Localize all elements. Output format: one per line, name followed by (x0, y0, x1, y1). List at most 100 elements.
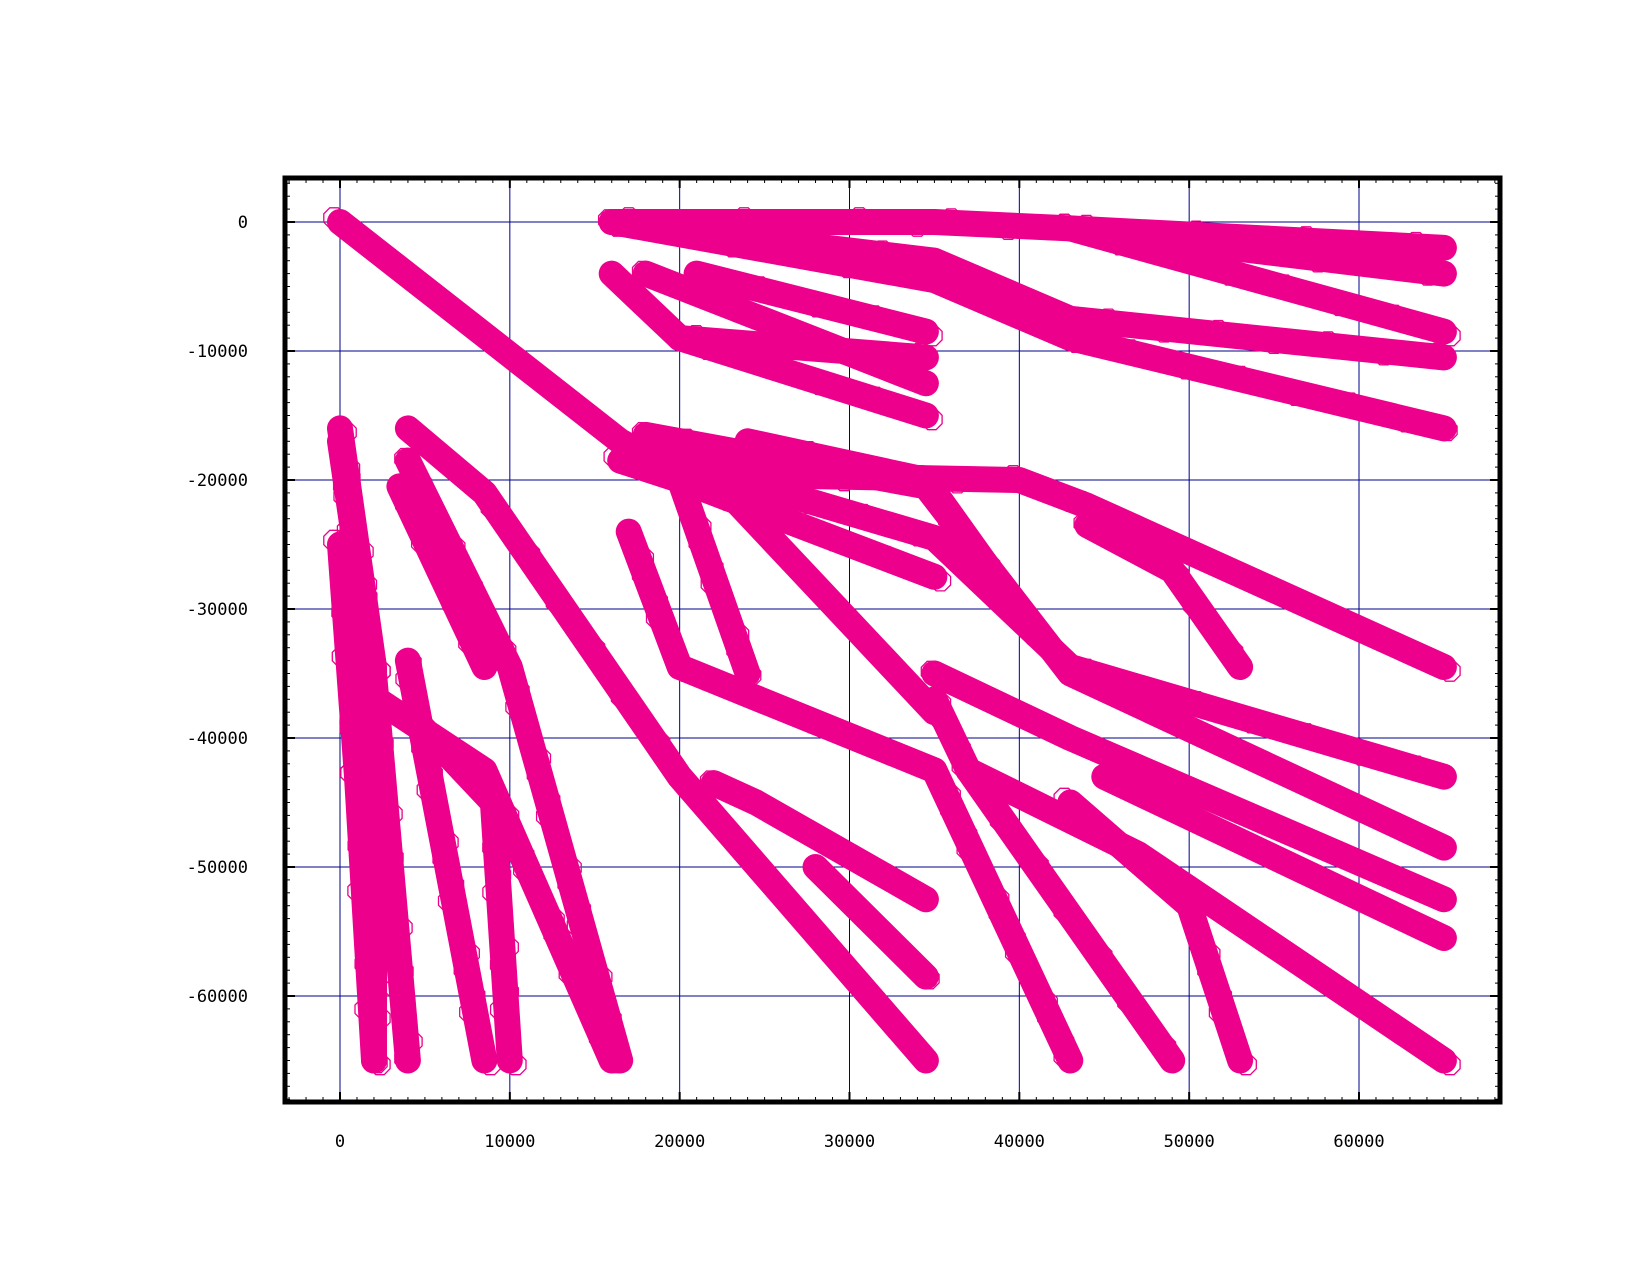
point-marker (538, 789, 561, 812)
point-marker (1133, 784, 1156, 807)
point-marker (369, 1053, 391, 1076)
point-marker (442, 594, 464, 616)
point-marker (770, 882, 792, 905)
point-marker (839, 503, 861, 526)
point-marker (1078, 330, 1101, 353)
branch-line-22 (1074, 512, 1254, 680)
point-marker (1329, 788, 1351, 811)
point-marker (1004, 927, 1026, 949)
point-marker (1389, 257, 1411, 280)
point-marker (1119, 339, 1142, 361)
point-marker (934, 539, 957, 561)
point-marker (1407, 913, 1429, 936)
point-marker (997, 218, 1020, 241)
point-marker (361, 1026, 384, 1048)
point-marker (949, 675, 971, 698)
point-marker (1112, 532, 1135, 555)
point-marker (1011, 213, 1033, 236)
point-marker (394, 1047, 416, 1070)
point-marker (756, 433, 778, 455)
point-marker (588, 1026, 611, 1049)
point-marker (603, 264, 626, 287)
point-marker (1405, 231, 1427, 254)
point-marker (347, 789, 370, 812)
point-marker (956, 838, 979, 860)
point-marker (1177, 580, 1200, 603)
point-marker (1433, 927, 1455, 949)
point-marker (1207, 319, 1229, 342)
point-marker (517, 721, 540, 744)
point-marker (1194, 323, 1216, 346)
branch-3 (598, 209, 1458, 442)
point-marker (888, 665, 911, 688)
point-marker (479, 1053, 502, 1076)
point-marker (1317, 331, 1339, 353)
point-marker (1427, 342, 1449, 365)
point-marker (1395, 410, 1417, 433)
point-marker (949, 737, 971, 760)
point-marker (688, 531, 711, 554)
point-marker (774, 699, 797, 721)
point-marker (1197, 959, 1219, 981)
point-marker (443, 536, 466, 559)
point-marker (606, 673, 629, 695)
y-tick-label: 0 (238, 213, 248, 233)
point-marker (1260, 274, 1282, 296)
plot-border (282, 175, 1503, 1105)
point-marker (489, 336, 512, 359)
x-tick-label: 20000 (654, 1132, 705, 1152)
branch-7 (631, 260, 939, 397)
point-marker (620, 213, 643, 235)
point-marker (835, 531, 858, 554)
point-marker (1326, 393, 1348, 415)
point-marker (921, 324, 943, 347)
point-marker (972, 863, 994, 885)
point-marker (528, 883, 550, 906)
point-marker (340, 671, 362, 694)
point-marker (1213, 701, 1235, 724)
point-marker (400, 651, 422, 674)
point-marker (1175, 538, 1197, 561)
point-marker (463, 985, 486, 1007)
point-marker (710, 339, 733, 361)
point-marker (410, 429, 432, 452)
point-marker (1188, 357, 1210, 379)
point-marker (1037, 1006, 1059, 1028)
branch-line-14 (615, 518, 1084, 1074)
point-marker (887, 360, 910, 382)
point-marker (545, 591, 568, 614)
branch-line-24 (327, 428, 421, 1074)
point-marker (811, 492, 834, 515)
point-marker (1138, 861, 1161, 884)
point-marker (1383, 304, 1405, 327)
point-marker (820, 295, 843, 318)
point-marker (1411, 314, 1433, 337)
point-marker (1233, 832, 1255, 854)
point-marker (497, 936, 519, 959)
point-marker (1406, 823, 1428, 845)
point-marker (1148, 767, 1171, 789)
point-marker (338, 584, 361, 606)
point-marker (410, 472, 432, 495)
point-marker (1304, 334, 1326, 357)
point-marker (1202, 617, 1224, 640)
point-marker (588, 1012, 611, 1034)
point-marker (921, 408, 943, 431)
point-marker (512, 844, 535, 866)
point-marker (1413, 1036, 1436, 1059)
point-marker (699, 770, 722, 792)
point-marker (505, 695, 527, 718)
point-marker (603, 1051, 626, 1074)
branch-line-5 (1057, 215, 1457, 345)
branch-line-13 (734, 428, 1050, 648)
point-marker (671, 432, 694, 455)
point-marker (323, 207, 345, 229)
point-marker (1053, 787, 1076, 810)
point-marker (1172, 890, 1194, 913)
point-marker (697, 799, 720, 821)
point-marker (822, 945, 844, 968)
point-marker (920, 757, 943, 780)
point-marker (508, 680, 530, 702)
point-marker (590, 966, 613, 988)
